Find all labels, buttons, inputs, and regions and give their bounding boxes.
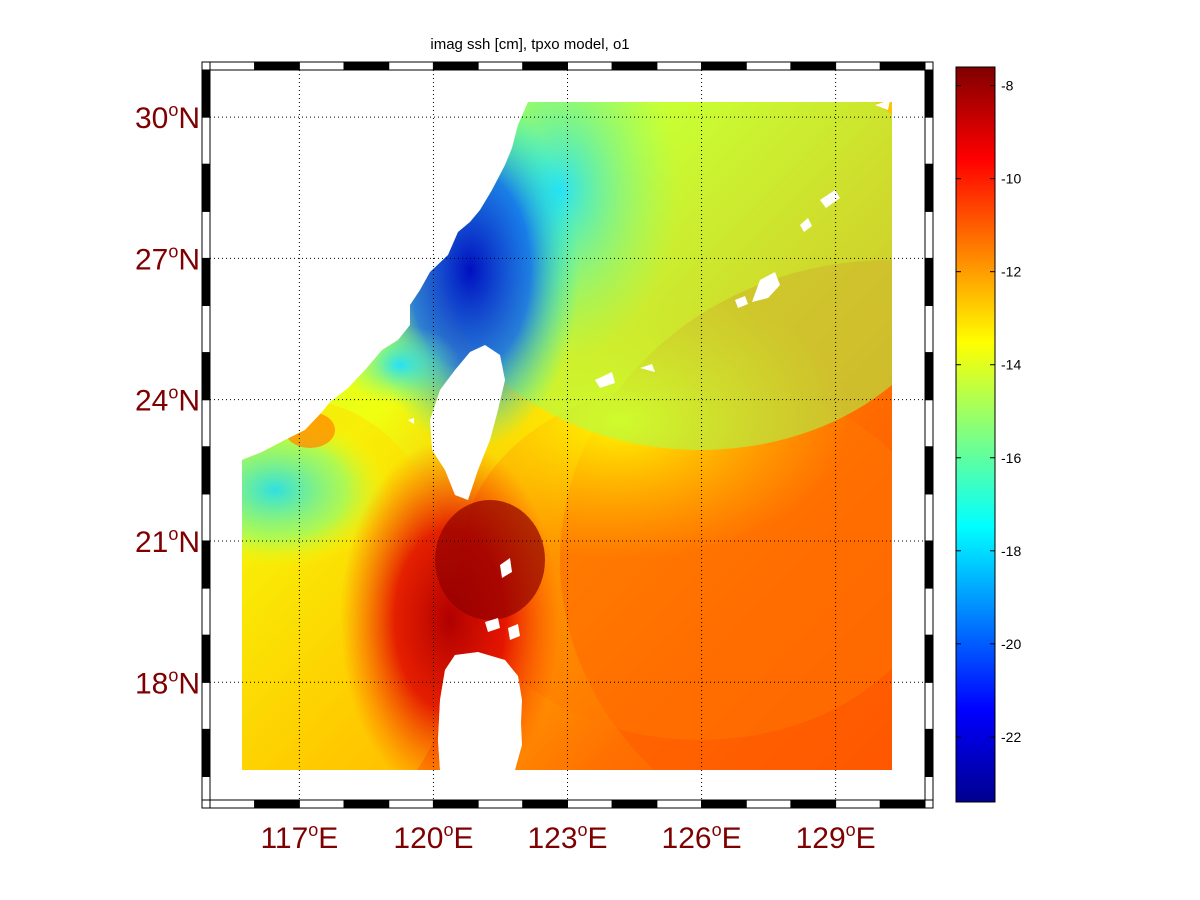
frame-segment [656, 61, 703, 71]
lon-tick-label: 120oE [393, 820, 473, 855]
frame-segment [567, 799, 613, 809]
frame-segment [924, 540, 934, 589]
latitude-labels: 30oN 27oN 24oN 21oN 18oN [135, 100, 200, 700]
frame-segment [209, 799, 256, 809]
frame-segment [924, 399, 934, 448]
colorbar-tick-label: -14 [1001, 357, 1021, 373]
frame-segment [201, 446, 211, 495]
frame-segment [745, 61, 792, 71]
ssh-field [242, 102, 892, 770]
frame-segment [477, 61, 524, 71]
lat-tick-label: 30oN [135, 100, 200, 135]
frame-segment [477, 799, 524, 809]
colorbar-gradient [955, 66, 996, 803]
frame-segment [611, 799, 658, 809]
lat-tick-label: 27oN [135, 241, 200, 276]
colorbar-tick-label: -12 [1001, 264, 1021, 280]
frame-segment [201, 304, 211, 354]
lat-tick-label: 24oN [135, 383, 200, 418]
frame-segment [924, 681, 934, 730]
frame-segment [924, 210, 934, 259]
colorbar-ticks: -8 -10 -12 -14 -16 -18 -20 -22 [956, 78, 1021, 745]
frame-outline [201, 61, 934, 809]
lat-tick-label: 21oN [135, 524, 200, 559]
frame-segment [611, 61, 658, 71]
frame-segment [254, 61, 300, 71]
frame-segment [388, 61, 434, 71]
lon-tick-label: 117oE [260, 820, 338, 855]
map-title: imag ssh [cm], tpxo model, o1 [430, 36, 630, 53]
frame-segment [701, 61, 747, 71]
frame-segment [924, 775, 934, 801]
frame-segment [790, 799, 837, 809]
lon-tick-label: 129oE [796, 820, 876, 855]
frame-segment [656, 799, 703, 809]
frame-segment [879, 799, 926, 809]
frame-segment [432, 61, 479, 71]
lat-tick-label: 18oN [135, 665, 200, 700]
frame-segment [201, 163, 211, 212]
frame-segment [924, 257, 934, 306]
taiwan-island [430, 345, 505, 500]
graticule [210, 70, 925, 800]
frame-segment [432, 799, 479, 809]
frame-segment [201, 681, 211, 730]
frame-segment [201, 540, 211, 589]
frame-segment [745, 799, 792, 809]
lon-tick-label: 126oE [662, 820, 742, 855]
frame-segment [522, 799, 568, 809]
frame-segment [298, 799, 345, 809]
frame-segment [835, 61, 881, 71]
frame-segment [201, 116, 211, 165]
frame-segment [924, 304, 934, 354]
frame-segment [201, 493, 211, 542]
frame-inner [209, 69, 926, 801]
frame-segment [201, 257, 211, 306]
colorbar: -8 -10 -12 -14 -16 -18 -20 -22 [955, 66, 1021, 803]
map-frame [201, 61, 934, 809]
frame-segment [522, 61, 568, 71]
ryukyu-islands [595, 100, 890, 388]
frame-segment [924, 69, 934, 118]
luzon-island [438, 652, 522, 770]
colorbar-tick-label: -20 [1001, 636, 1021, 652]
frame-segment [790, 61, 837, 71]
longitude-labels: 117oE 120oE 123oE 126oE 129oE [260, 820, 875, 855]
frame-segment [201, 634, 211, 683]
lon-tick-label: 123oE [527, 820, 607, 855]
colorbar-tick-label: -18 [1001, 543, 1021, 559]
colorbar-tick-label: -22 [1001, 729, 1021, 745]
frame-segment [201, 352, 211, 401]
frame-segment [201, 587, 211, 636]
colorbar-tick-label: -16 [1001, 450, 1021, 466]
frame-segment [924, 493, 934, 542]
frame-segment [924, 116, 934, 165]
frame-segment [567, 61, 613, 71]
frame-segment [924, 163, 934, 212]
frame-segment [209, 61, 256, 71]
frame-segment [924, 634, 934, 683]
colorbar-tick-label: -8 [1001, 78, 1014, 94]
frame-segment [201, 69, 211, 118]
frame-segment [835, 799, 881, 809]
frame-segment [298, 61, 345, 71]
frame-segment [201, 728, 211, 777]
frame-segment [343, 61, 390, 71]
frame-segment [924, 728, 934, 777]
frame-segment [924, 587, 934, 636]
frame-segment [701, 799, 747, 809]
frame-segment [254, 799, 300, 809]
frame-segment [201, 210, 211, 259]
frame-segment [388, 799, 434, 809]
frame-segment [201, 775, 211, 801]
frame-segment [343, 799, 390, 809]
frame-segment [879, 61, 926, 71]
frame-segment [924, 446, 934, 495]
colorbar-tick-label: -10 [1001, 171, 1021, 187]
frame-segment [201, 399, 211, 448]
frame-segment [924, 352, 934, 401]
luzon-strait-islands [408, 418, 520, 640]
